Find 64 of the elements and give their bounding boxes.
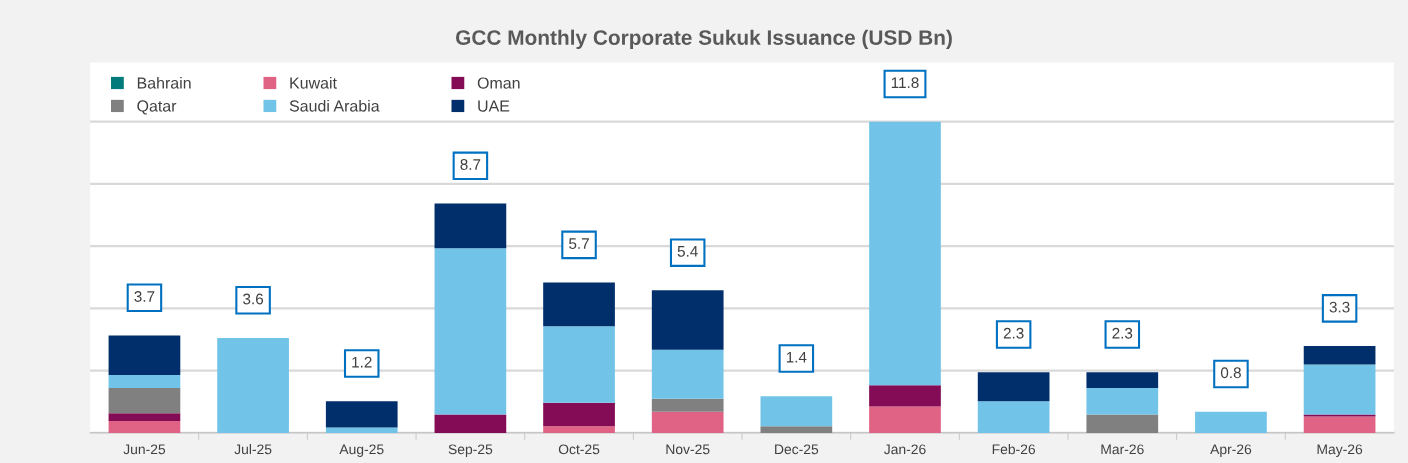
x-tick-label: Feb-26 (992, 444, 1036, 455)
bar (1303, 346, 1376, 365)
bar (434, 203, 507, 249)
legend-label: UAE (478, 100, 510, 112)
x-tick-label: Aug-25 (339, 444, 384, 457)
bar (1303, 416, 1376, 433)
legend-label: Saudi Arabia (289, 99, 380, 112)
bar (869, 385, 941, 407)
bar (869, 121, 941, 386)
x-tick-label: Apr-26 (1210, 444, 1252, 457)
bar (108, 388, 181, 414)
chart-title: GCC Monthly Corporate Sukuk Issuance (USD Bn) (456, 29, 952, 50)
bar (1303, 364, 1376, 415)
bar (108, 335, 181, 376)
bar (1086, 414, 1159, 433)
legend-label: Bahrain (137, 76, 191, 89)
x-tick-label: Mar-26 (1101, 444, 1144, 455)
x-tick-label: Sep-25 (448, 444, 493, 457)
annotation: 3.6 (243, 293, 264, 305)
annotation: 11.8 (891, 77, 919, 89)
bar (977, 401, 1050, 433)
bar (1195, 411, 1267, 433)
bar (760, 426, 833, 433)
annotation: 1.2 (352, 356, 372, 368)
bar (108, 421, 181, 433)
x-tick-label: Dec-25 (775, 444, 819, 455)
x-tick-label: Nov-25 (666, 444, 710, 455)
annotation: 8.7 (460, 159, 481, 170)
annotation: 2.3 (1003, 327, 1024, 339)
annotation: 0.8 (1220, 367, 1241, 379)
x-tick-label: Jul-25 (234, 444, 272, 455)
bar (543, 282, 615, 327)
bar (108, 413, 181, 422)
x-tick-label: May-26 (1317, 444, 1363, 457)
bar (1086, 372, 1159, 389)
bar (1086, 388, 1159, 415)
bar (434, 414, 507, 433)
bar (651, 398, 724, 412)
annotation: 3.3 (1329, 301, 1350, 313)
bar (108, 375, 181, 389)
bar (325, 427, 398, 433)
bar (434, 248, 507, 415)
bar (651, 290, 724, 350)
bar (760, 396, 833, 427)
legend-label: Qatar (137, 100, 177, 115)
annotation: 3.7 (134, 291, 155, 302)
legend-label: Kuwait (290, 76, 337, 89)
bar (543, 326, 615, 403)
x-tick-label: Jan-26 (883, 444, 926, 455)
annotation: 2.3 (1112, 327, 1133, 339)
bar (325, 401, 398, 428)
bar (869, 406, 941, 433)
x-tick-label: Jun-25 (123, 444, 166, 455)
bar (651, 411, 724, 433)
bar (543, 402, 615, 427)
bar (977, 372, 1050, 402)
annotation: 5.4 (677, 246, 698, 257)
bar (651, 349, 724, 399)
legend-label: Oman (477, 77, 520, 89)
bar (543, 426, 615, 433)
x-tick-label: Oct-25 (558, 444, 600, 455)
bar (217, 337, 289, 433)
annotation: 1.4 (786, 351, 807, 363)
annotation: 5.7 (569, 238, 589, 249)
